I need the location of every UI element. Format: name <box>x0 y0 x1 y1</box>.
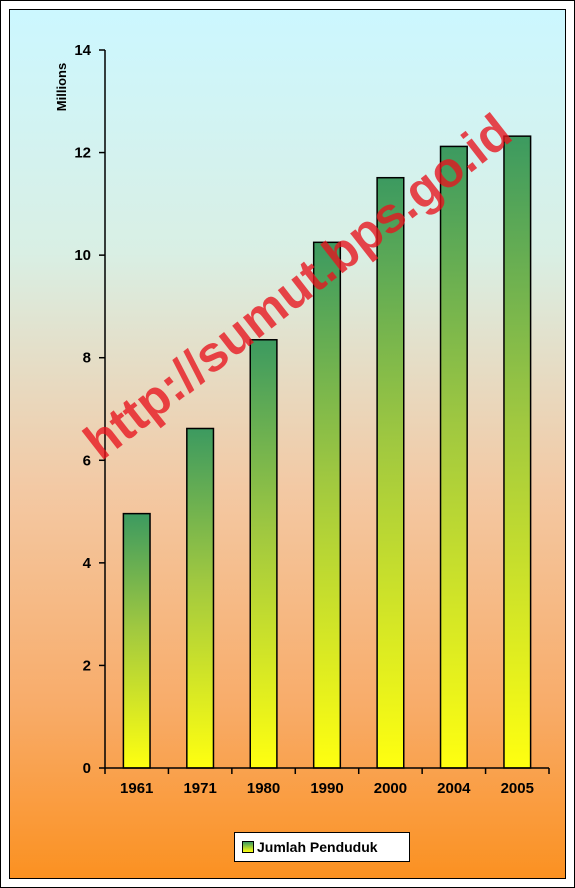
bar-2004 <box>439 145 468 769</box>
x-tick-label-2000: 2000 <box>374 780 407 797</box>
y-tick-label-4: 4 <box>83 555 92 572</box>
x-tick-label-1990: 1990 <box>310 780 343 797</box>
y-tick-label-6: 6 <box>83 452 91 469</box>
legend: Jumlah Penduduk <box>234 832 410 862</box>
chart-area-background <box>9 9 566 879</box>
x-tick-label-2004: 2004 <box>437 780 471 797</box>
y-tick-label-12: 12 <box>74 145 91 162</box>
y-tick-label-10: 10 <box>74 247 91 264</box>
axes-layer <box>99 49 550 774</box>
bar-1961 <box>122 512 151 769</box>
labels-layer: 1961 1971 1980 1990 2000 2004 2005 0 2 4 6 8 10 12 14 <box>74 42 534 797</box>
x-tick-label-1971: 1971 <box>183 780 216 797</box>
x-tick-label-1961: 1961 <box>120 780 153 797</box>
bar-1980 <box>249 339 278 769</box>
y-tick-label-8: 8 <box>83 350 91 367</box>
y-tick-label-0: 0 <box>83 760 91 777</box>
bars-layer <box>122 135 532 769</box>
y-axis-title: Millions <box>54 63 69 111</box>
bar-1971 <box>186 427 215 769</box>
y-tick-label-2: 2 <box>83 657 91 674</box>
bar-2000 <box>376 176 405 769</box>
x-tick-label-2005: 2005 <box>501 780 534 797</box>
legend-label: Jumlah Penduduk <box>257 839 378 855</box>
y-tick-label-14: 14 <box>74 42 91 59</box>
bar-2005 <box>503 135 532 769</box>
x-tick-label-1980: 1980 <box>247 780 280 797</box>
bar-1990 <box>312 241 342 769</box>
legend-swatch <box>242 841 254 853</box>
